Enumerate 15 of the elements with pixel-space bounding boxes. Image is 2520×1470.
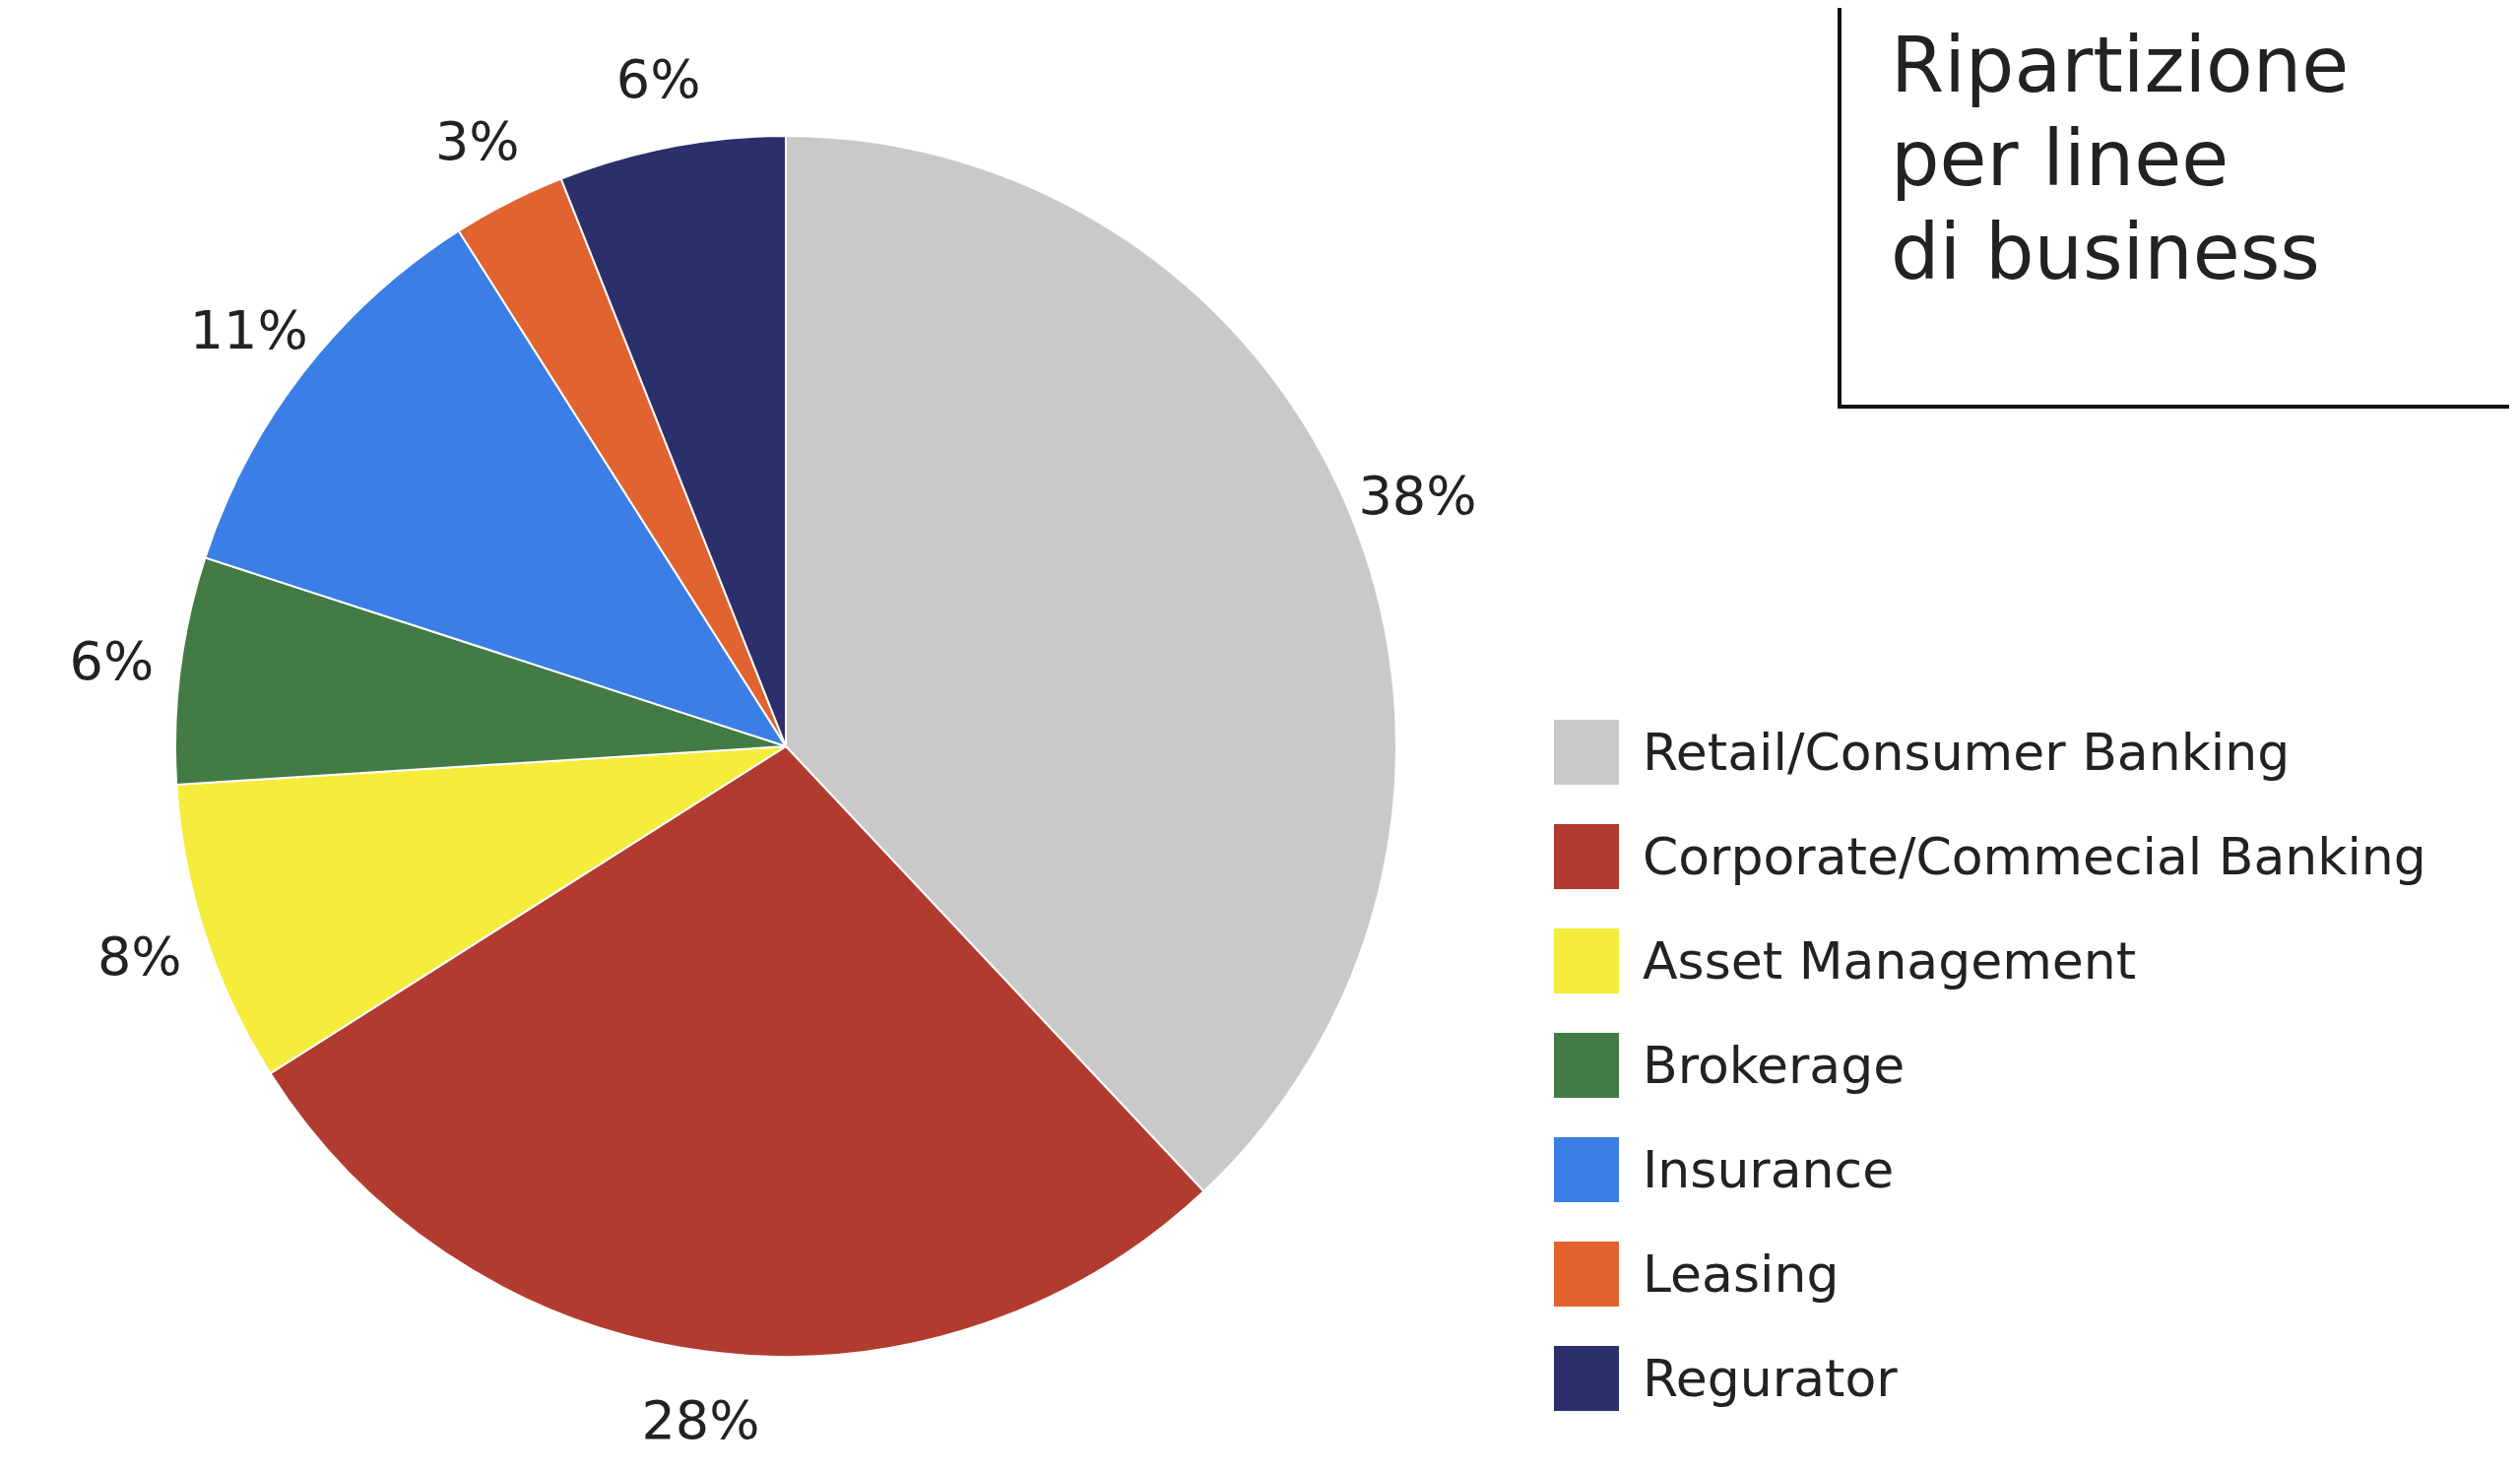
legend-label: Corporate/Commecial Banking — [1643, 827, 2426, 886]
data-label: 38% — [1358, 465, 1477, 528]
legend-label: Asset Management — [1643, 931, 2137, 991]
legend-label: Brokerage — [1643, 1036, 1906, 1095]
legend-label: Insurance — [1643, 1140, 1895, 1199]
data-label: 6% — [615, 47, 701, 110]
legend-label: Retail/Consumer Banking — [1643, 723, 2291, 782]
legend-label: Leasing — [1643, 1245, 1840, 1304]
data-label: 28% — [641, 1389, 760, 1452]
text: Ripartizione per linee di business — [1891, 21, 2350, 296]
data-label: 3% — [434, 109, 520, 172]
legend-label: Regurator — [1643, 1349, 1899, 1408]
data-label: 11% — [189, 298, 308, 361]
data-label: 6% — [69, 630, 155, 693]
data-label: 8% — [97, 925, 182, 988]
